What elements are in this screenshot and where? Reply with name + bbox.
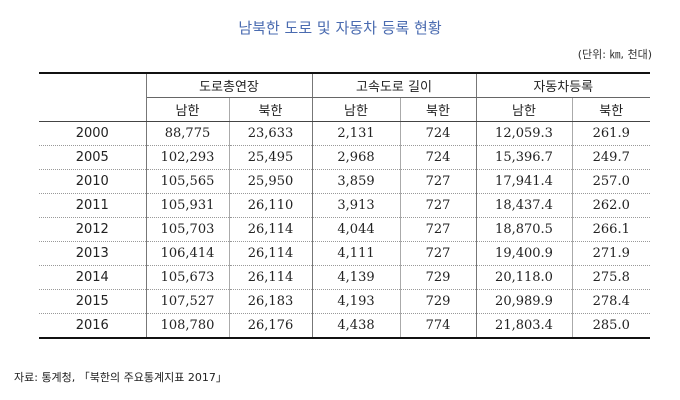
value-cell: 285.0 [572,313,650,339]
table-row: 2011 105,931 26,110 3,913 727 18,437.4 262.0 [39,193,650,218]
value-cell: 26,114 [229,241,313,266]
table-row: 2014 105,673 26,114 4,139 729 20,118.0 275.8 [39,265,650,290]
value-cell: 249.7 [572,145,650,170]
sub-header: 남한 [476,97,573,122]
table-row: 2012 105,703 26,114 4,044 727 18,870.5 266.1 [39,217,650,242]
value-cell: 26,176 [229,313,313,339]
value-cell: 105,931 [146,193,230,218]
table-row: 2013 106,414 26,114 4,111 727 19,400.9 271.9 [39,241,650,266]
table-body: 2000 88,775 23,633 2,131 724 12,059.3 261.9 200… [39,121,650,339]
value-cell: 25,495 [229,145,313,170]
year-cell: 2014 [39,265,147,290]
value-cell: 26,114 [229,265,313,290]
value-cell: 21,803.4 [476,313,573,339]
sub-header: 북한 [229,97,313,122]
value-cell: 26,114 [229,217,313,242]
table-row: 2010 105,565 25,950 3,859 727 17,941.4 257.0 [39,169,650,194]
source-note: 자료: 통계청, 「북한의 주요통계지표 2017」 [14,371,227,384]
value-cell: 261.9 [572,121,650,146]
value-cell: 2,968 [312,145,401,170]
sub-header-row: 남한 북한 남한 북한 남한 북한 [39,97,650,122]
group-header-expressway: 고속도로 길이 [312,72,477,98]
value-cell: 25,950 [229,169,313,194]
value-cell: 727 [400,217,477,242]
value-cell: 20,989.9 [476,289,573,314]
group-header-road-length: 도로총연장 [146,72,313,98]
value-cell: 257.0 [572,169,650,194]
value-cell: 271.9 [572,241,650,266]
year-cell: 2016 [39,313,147,339]
value-cell: 88,775 [146,121,230,146]
value-cell: 275.8 [572,265,650,290]
value-cell: 4,193 [312,289,401,314]
value-cell: 729 [400,265,477,290]
value-cell: 108,780 [146,313,230,339]
unit-note: (단위: ㎞, 천대) [577,48,652,61]
value-cell: 729 [400,289,477,314]
value-cell: 26,110 [229,193,313,218]
value-cell: 105,565 [146,169,230,194]
value-cell: 18,437.4 [476,193,573,218]
year-cell: 2000 [39,121,147,146]
value-cell: 262.0 [572,193,650,218]
year-cell: 2013 [39,241,147,266]
value-cell: 2,131 [312,121,401,146]
data-table: 도로총연장 고속도로 길이 자동차등록 남한 북한 남한 북한 남한 북한 20… [39,72,650,339]
value-cell: 105,673 [146,265,230,290]
sub-header: 북한 [400,97,477,122]
year-cell: 2005 [39,145,147,170]
table-row: 2005 102,293 25,495 2,968 724 15,396.7 249.7 [39,145,650,170]
value-cell: 4,438 [312,313,401,339]
table-row: 2000 88,775 23,633 2,131 724 12,059.3 261.9 [39,121,650,146]
value-cell: 266.1 [572,217,650,242]
value-cell: 3,913 [312,193,401,218]
value-cell: 12,059.3 [476,121,573,146]
value-cell: 727 [400,193,477,218]
value-cell: 4,044 [312,217,401,242]
value-cell: 102,293 [146,145,230,170]
value-cell: 278.4 [572,289,650,314]
value-cell: 727 [400,241,477,266]
value-cell: 26,183 [229,289,313,314]
value-cell: 724 [400,145,477,170]
table-row: 2016 108,780 26,176 4,438 774 21,803.4 285.0 [39,313,650,339]
value-cell: 774 [400,313,477,339]
table-row: 2015 107,527 26,183 4,193 729 20,989.9 278.4 [39,289,650,314]
value-cell: 18,870.5 [476,217,573,242]
value-cell: 724 [400,121,477,146]
value-cell: 107,527 [146,289,230,314]
value-cell: 15,396.7 [476,145,573,170]
value-cell: 105,703 [146,217,230,242]
year-cell: 2012 [39,217,147,242]
sub-header: 북한 [572,97,650,122]
sub-header: 남한 [146,97,230,122]
value-cell: 4,111 [312,241,401,266]
value-cell: 727 [400,169,477,194]
value-cell: 23,633 [229,121,313,146]
value-cell: 3,859 [312,169,401,194]
year-cell: 2015 [39,289,147,314]
page-title: 남북한 도로 및 자동차 등록 현황 [238,19,442,37]
year-cell: 2010 [39,169,147,194]
value-cell: 20,118.0 [476,265,573,290]
group-header-row: 도로총연장 고속도로 길이 자동차등록 [39,72,650,122]
value-cell: 106,414 [146,241,230,266]
group-header-vehicles: 자동차등록 [476,72,650,98]
value-cell: 4,139 [312,265,401,290]
sub-header: 남한 [312,97,401,122]
year-cell: 2011 [39,193,147,218]
value-cell: 19,400.9 [476,241,573,266]
year-header [39,72,147,122]
value-cell: 17,941.4 [476,169,573,194]
